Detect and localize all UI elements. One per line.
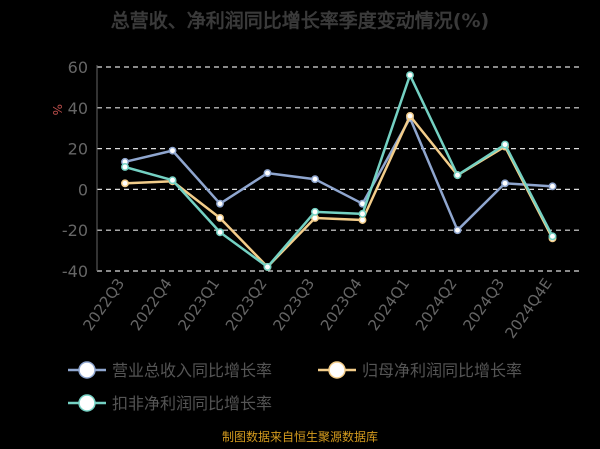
legend-label: 营业总收入同比增长率 [112,361,272,380]
data-point [121,179,129,188]
y-tick-labels: 60 40 20 0 -20 -40 [62,58,88,281]
y-tick-label: -20 [62,221,88,240]
x-tick-label: 2024Q2 [412,275,461,334]
x-tick-label: 2023Q4 [317,275,366,334]
data-point [168,146,177,155]
legend-label: 扣非净利润同比增长率 [112,394,272,413]
y-tick-label: -40 [62,262,88,281]
data-point [216,199,224,208]
data-point [406,71,414,80]
grid-lines [96,65,580,272]
data-source-footer: 制图数据来自恒生聚源数据库 [221,430,378,444]
series-line [124,116,553,232]
data-point [406,112,414,120]
data-point [453,171,462,180]
legend-item: 扣非净利润同比增长率 [68,394,272,413]
data-point [263,169,272,178]
data-point [548,182,557,191]
data-point [501,140,509,149]
y-axis-label-group: % [50,104,64,115]
data-point [263,262,272,271]
data-point [121,163,129,171]
x-tick-label: 2024Q1 [364,275,413,334]
legend-swatch-marker [328,361,346,379]
legend-item: 归母净利润同比增长率 [318,361,522,380]
data-point [548,232,557,241]
data-point [216,214,224,222]
y-tick-label: 60 [68,58,88,77]
x-tick-label: 2022Q3 [79,275,128,334]
y-tick-label: 0 [78,180,88,199]
data-point [168,176,177,185]
data-point [453,226,462,235]
x-tick-labels: 2022Q32022Q42023Q12023Q22023Q32023Q42024… [79,275,555,342]
y-axis-label: % [50,104,64,115]
x-tick-label: 2024Q3 [459,275,508,334]
data-point [216,228,224,237]
data-point [501,179,509,188]
chart-title: 总营收、净利润同比增长率季度变动情况(%) [110,10,490,32]
data-point [358,209,367,218]
x-tick-label: 2023Q1 [174,275,223,334]
x-tick-label: 2024Q4E [501,275,555,342]
legend-item: 营业总收入同比增长率 [68,361,272,380]
data-point [311,175,319,184]
legend-label: 归母净利润同比增长率 [362,361,522,380]
x-tick-label: 2022Q4 [127,275,176,334]
series-lines [121,71,557,271]
data-point [311,207,319,216]
x-tick-label: 2023Q3 [269,275,318,334]
legend-swatch-marker [78,361,96,379]
series-0 [121,114,557,235]
y-tick-label: 40 [68,99,88,118]
series-line [124,73,554,269]
x-tick-label: 2023Q2 [222,275,271,334]
series-2 [121,71,557,271]
y-tick-label: 20 [68,140,88,159]
legend-swatch-marker [78,394,96,412]
